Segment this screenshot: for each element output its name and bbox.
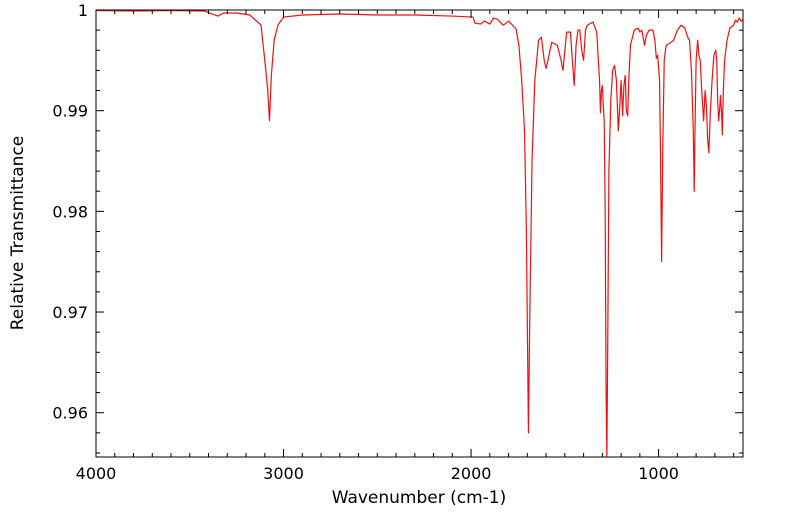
x-minor-ticks <box>114 10 735 457</box>
series-layer <box>96 10 743 457</box>
x-tick-label: 2000 <box>451 464 492 483</box>
y-tick-label: 1 <box>78 1 88 20</box>
y-tick-label: 0.96 <box>52 404 88 423</box>
y-tick-label: 0.99 <box>52 102 88 121</box>
plot-background <box>96 10 743 457</box>
y-tick-labels: 1 0.99 0.98 0.97 0.96 <box>52 1 88 423</box>
y-tick-label: 0.98 <box>52 202 88 221</box>
x-major-ticks <box>95 10 660 457</box>
plot-frame <box>95 9 744 458</box>
x-axis-label: Wavenumber (cm-1) <box>332 488 507 508</box>
y-minor-ticks <box>96 29 743 454</box>
y-tick-label: 0.97 <box>52 303 88 322</box>
y-axis-label: Relative Transmittance <box>8 136 28 331</box>
y-major-ticks <box>96 9 743 414</box>
series-line-spectrum <box>96 10 743 457</box>
x-tick-label: 4000 <box>76 464 117 483</box>
x-tick-labels: 4000 3000 2000 1000 <box>76 464 679 483</box>
x-tick-label: 3000 <box>263 464 304 483</box>
x-tick-label: 1000 <box>638 464 679 483</box>
